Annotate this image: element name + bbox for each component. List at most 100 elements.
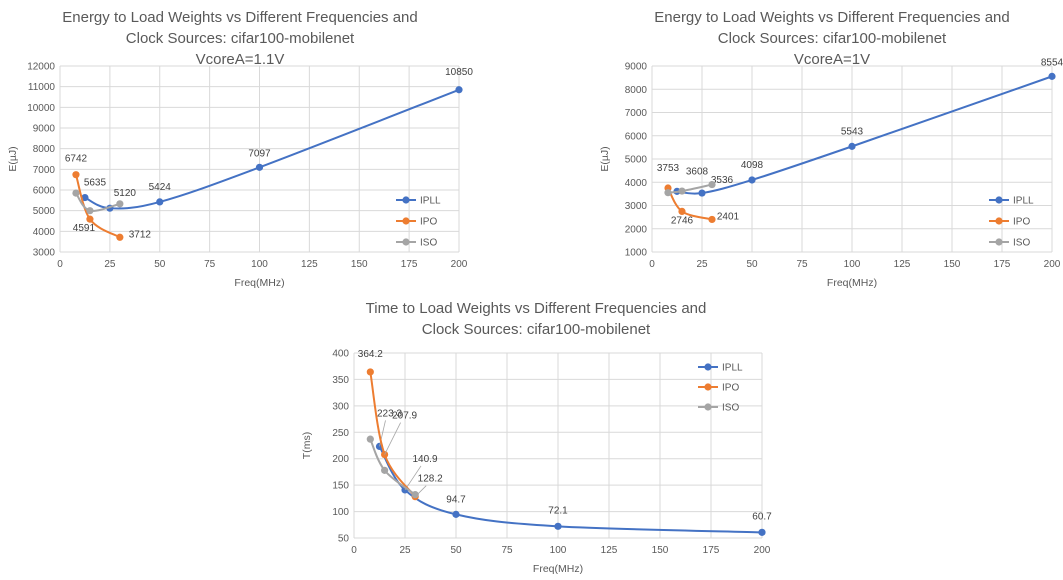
data-label: 2746: [671, 215, 694, 226]
data-label: 3753: [657, 163, 680, 174]
x-tick-label: 175: [401, 259, 418, 270]
y-tick-label: 7000: [33, 165, 56, 176]
data-label: 3608: [686, 166, 709, 177]
data-point-ipo: [366, 368, 374, 376]
y-tick-label: 2000: [625, 224, 648, 235]
y-tick-label: 200: [332, 454, 349, 465]
x-tick-label: 50: [154, 259, 166, 270]
data-label: 60.7: [752, 511, 772, 522]
data-point-ipll: [156, 198, 164, 206]
data-point-iso: [664, 189, 672, 197]
x-tick-label: 100: [550, 545, 567, 556]
x-tick-label: 200: [1044, 259, 1061, 270]
data-point-iso: [86, 207, 94, 215]
data-label: 2401: [717, 211, 740, 222]
x-tick-label: 50: [450, 545, 462, 556]
x-tick-label: 0: [351, 545, 357, 556]
y-tick-label: 150: [332, 481, 349, 492]
data-label: 8554: [1041, 57, 1063, 68]
chart-title-line: Energy to Load Weights vs Different Freq…: [62, 9, 417, 26]
data-point-ipll: [698, 189, 706, 197]
y-tick-label: 7000: [625, 108, 648, 119]
legend-label-iso: ISO: [420, 238, 437, 249]
y-tick-label: 6000: [33, 186, 56, 197]
x-tick-label: 175: [994, 259, 1011, 270]
y-tick-label: 1000: [625, 248, 648, 259]
y-tick-label: 8000: [33, 144, 56, 155]
legend-label-ipo: IPO: [1013, 217, 1030, 228]
x-tick-label: 75: [501, 545, 513, 556]
data-label: 94.7: [446, 494, 466, 505]
x-tick-label: 125: [601, 545, 618, 556]
data-label: 223.3: [377, 408, 402, 419]
x-tick-label: 200: [754, 545, 771, 556]
y-tick-label: 3000: [625, 201, 648, 212]
x-tick-label: 0: [649, 259, 655, 270]
legend-marker-ipll: [402, 196, 410, 204]
y-tick-label: 4000: [33, 227, 56, 238]
data-label: 4591: [73, 223, 96, 234]
data-point-iso: [411, 491, 419, 499]
data-label: 7097: [248, 148, 271, 159]
x-axis-label: Freq(MHz): [234, 277, 284, 289]
data-point-ipll: [255, 163, 264, 171]
data-label: 5424: [149, 182, 172, 193]
y-tick-label: 12000: [27, 62, 55, 73]
data-label: 140.9: [412, 454, 437, 465]
x-tick-label: 75: [204, 259, 216, 270]
legend-marker-iso: [402, 238, 410, 246]
data-point-ipll: [1048, 72, 1056, 80]
x-tick-label: 175: [703, 545, 720, 556]
y-tick-label: 400: [332, 349, 349, 360]
x-tick-label: 75: [796, 259, 808, 270]
y-tick-label: 5000: [33, 206, 56, 217]
y-tick-label: 10000: [27, 103, 55, 114]
data-point-iso: [72, 189, 80, 197]
data-label: 72.1: [548, 505, 568, 516]
legend-label-iso: ISO: [1013, 238, 1030, 249]
data-point-ipll: [455, 86, 463, 94]
data-label: 5543: [841, 126, 864, 137]
chart-1: Energy to Load Weights vs Different Freq…: [7, 9, 473, 289]
data-point-ipll: [848, 142, 856, 150]
chart-2: Energy to Load Weights vs Different Freq…: [599, 9, 1063, 289]
x-tick-label: 125: [301, 259, 318, 270]
series-line-ipll: [378, 445, 763, 534]
legend-label-iso: ISO: [722, 403, 739, 414]
x-tick-label: 150: [944, 259, 961, 270]
legend-label-ipo: IPO: [420, 217, 437, 228]
data-label: 207.9: [392, 411, 417, 422]
data-point-ipll: [554, 522, 562, 530]
data-label: 364.2: [358, 349, 383, 360]
chart-title-line: Energy to Load Weights vs Different Freq…: [654, 9, 1009, 26]
x-tick-label: 25: [399, 545, 411, 556]
y-tick-label: 250: [332, 428, 349, 439]
data-point-ipo: [86, 215, 94, 223]
y-axis-label: E(µJ): [599, 146, 611, 171]
legend-label-ipo: IPO: [722, 383, 739, 394]
legend-label-ipll: IPLL: [1013, 196, 1034, 207]
legend-marker-iso: [995, 238, 1003, 246]
y-tick-label: 6000: [625, 131, 648, 142]
chart-title-line: Clock Sources: cifar100-mobilenet: [718, 30, 947, 47]
data-label: 3536: [711, 175, 734, 186]
data-point-ipo: [72, 171, 80, 179]
data-point-iso: [381, 466, 389, 474]
legend-marker-ipo: [995, 217, 1003, 225]
legend-label-ipll: IPLL: [420, 196, 441, 207]
y-tick-label: 11000: [28, 82, 56, 93]
series-line-ipll: [676, 75, 1053, 195]
legend-marker-ipll: [704, 363, 712, 371]
chart-title-line: Time to Load Weights vs Different Freque…: [366, 300, 707, 317]
data-point-iso: [678, 187, 686, 195]
legend-marker-ipo: [402, 217, 410, 225]
y-axis-label: E(µJ): [7, 146, 19, 171]
x-tick-label: 50: [746, 259, 758, 270]
data-label: 5120: [114, 188, 137, 199]
chart-title-line: Clock Sources: cifar100-mobilenet: [126, 30, 355, 47]
legend-marker-ipo: [704, 383, 712, 391]
data-point-ipo: [708, 215, 716, 224]
data-point-ipll: [748, 176, 756, 184]
data-label: 5635: [84, 178, 107, 189]
y-tick-label: 4000: [625, 178, 648, 189]
